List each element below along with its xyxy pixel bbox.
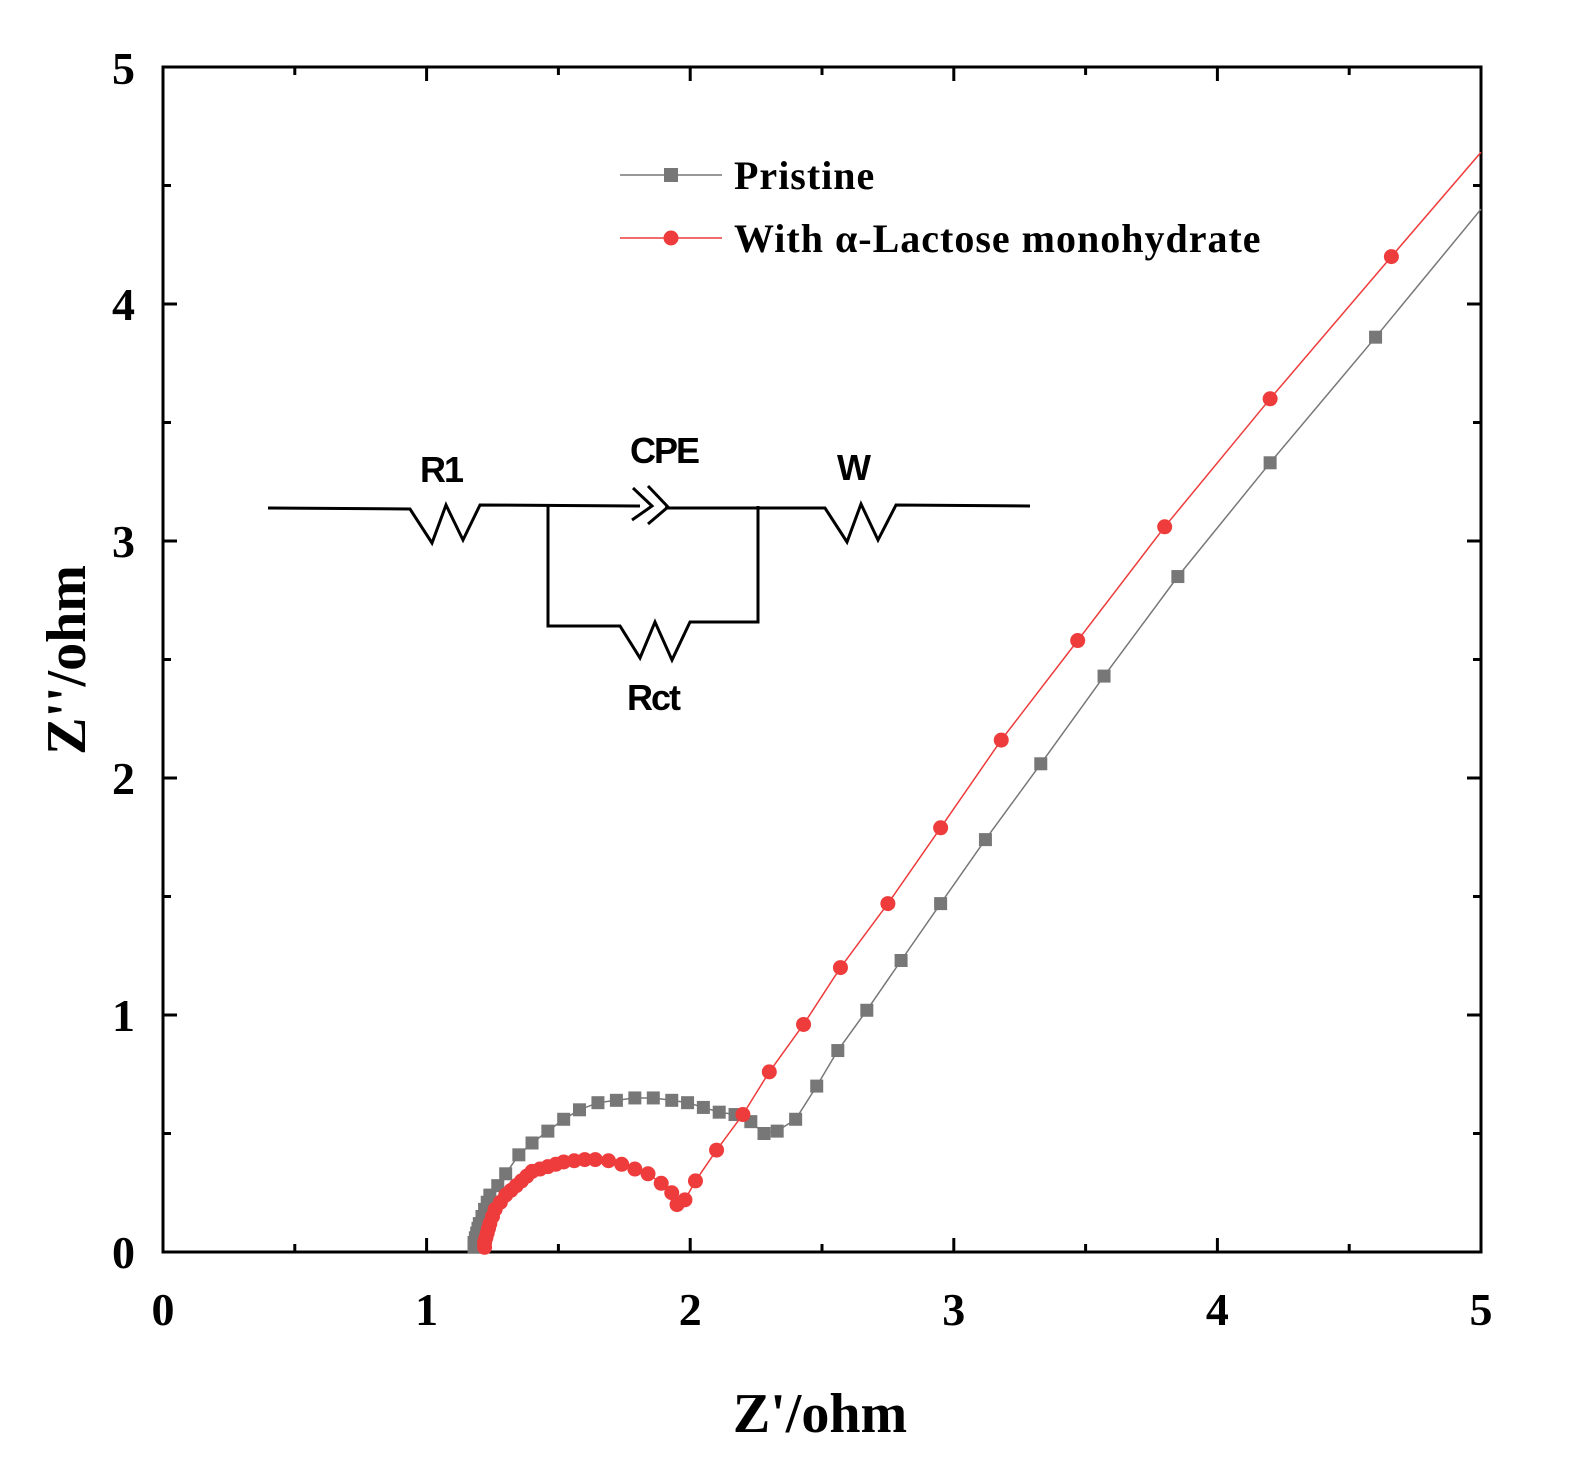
- data-point-pristine: [696, 1100, 710, 1114]
- data-point-pristine: [1369, 330, 1383, 344]
- data-point-lactose: [664, 1185, 680, 1201]
- y-tick-label: 5: [112, 43, 135, 94]
- y-tick-label: 2: [112, 753, 135, 804]
- data-point-pristine: [591, 1096, 605, 1110]
- x-tick-label: 1: [415, 1284, 438, 1335]
- data-point-pristine: [609, 1093, 623, 1107]
- y-tick-label: 3: [112, 516, 135, 567]
- data-point-lactose: [640, 1166, 656, 1182]
- legend-label-lactose: With α-Lactose monohydrate: [734, 216, 1262, 261]
- data-point-pristine: [557, 1112, 571, 1126]
- data-point-lactose: [587, 1152, 603, 1168]
- data-point-pristine: [512, 1148, 526, 1162]
- legend-marker-lactose: [663, 230, 679, 246]
- x-tick-label: 2: [679, 1284, 702, 1335]
- data-point-lactose: [614, 1156, 630, 1172]
- data-point-lactose: [653, 1175, 669, 1191]
- data-point-lactose: [735, 1107, 751, 1123]
- r1-label: R1: [420, 449, 464, 490]
- y-tick-label: 1: [112, 990, 135, 1041]
- data-point-pristine: [491, 1179, 505, 1193]
- data-point-lactose: [1157, 519, 1173, 535]
- data-point-lactose: [993, 732, 1009, 748]
- data-point-pristine: [499, 1167, 513, 1181]
- data-point-pristine: [1263, 456, 1277, 470]
- x-tick-label: 3: [942, 1284, 965, 1335]
- y-tick-labels: 0 1 2 3 4 5: [112, 43, 135, 1278]
- w-label: W: [837, 447, 871, 488]
- data-point-lactose: [796, 1016, 812, 1032]
- data-point-pristine: [1034, 757, 1048, 771]
- data-point-pristine: [665, 1093, 679, 1107]
- data-point-pristine: [860, 1003, 874, 1017]
- data-point-lactose: [687, 1173, 703, 1189]
- legend-label-pristine: Pristine: [734, 153, 875, 198]
- data-point-pristine: [712, 1105, 726, 1119]
- data-point-pristine: [572, 1103, 586, 1117]
- x-tick-label: 4: [1206, 1284, 1229, 1335]
- data-point-lactose: [627, 1161, 643, 1177]
- data-point-pristine: [789, 1112, 803, 1126]
- data-point-lactose: [761, 1064, 777, 1080]
- data-point-pristine: [894, 953, 908, 967]
- data-point-pristine: [757, 1127, 771, 1140]
- data-point-pristine: [810, 1079, 824, 1093]
- data-point-pristine: [978, 833, 992, 847]
- data-point-pristine: [831, 1044, 845, 1058]
- data-point-lactose: [1383, 249, 1399, 265]
- circuit-main-wire: [267, 501, 641, 547]
- data-point-lactose: [577, 1152, 593, 1168]
- data-point-lactose: [600, 1153, 616, 1169]
- x-tick-label: 0: [152, 1284, 175, 1335]
- data-point-lactose: [880, 896, 896, 912]
- series-line-0: [473, 208, 1482, 1248]
- x-tick-labels: 0 1 2 3 4 5: [152, 1284, 1493, 1335]
- y-axis-title: Z''/ohm: [36, 565, 98, 755]
- data-point-pristine: [1171, 570, 1185, 584]
- data-point-lactose: [1070, 633, 1086, 649]
- legend-marker-pristine: [664, 168, 678, 182]
- x-axis-title: Z'/ohm: [733, 1383, 907, 1445]
- data-point-pristine: [628, 1091, 642, 1105]
- y-tick-label: 0: [112, 1227, 135, 1278]
- y-axis-ticks: [163, 65, 1481, 1254]
- data-point-lactose: [832, 960, 848, 976]
- data-point-pristine: [646, 1091, 660, 1105]
- data-point-pristine: [934, 897, 948, 911]
- rct-label: Rct: [627, 677, 681, 718]
- data-point-pristine: [681, 1096, 695, 1110]
- data-point-pristine: [770, 1124, 784, 1138]
- equivalent-circuit-inset: [267, 484, 1031, 664]
- x-axis-ticks: [161, 67, 1483, 1252]
- circuit-wire-right: [665, 500, 1031, 546]
- data-point-lactose: [1262, 391, 1278, 407]
- rct-branch: [546, 506, 760, 664]
- data-point-lactose: [709, 1142, 725, 1158]
- data-point-lactose: [933, 820, 949, 836]
- data-point-pristine: [525, 1136, 539, 1150]
- cpe-label: CPE: [630, 430, 699, 471]
- data-point-lactose: [677, 1192, 693, 1208]
- data-point-pristine: [1097, 669, 1111, 683]
- data-point-pristine: [541, 1124, 555, 1138]
- legend: Pristine With α-Lactose monohydrate: [620, 153, 1262, 261]
- series-layer: [467, 151, 1482, 1255]
- x-tick-label: 5: [1470, 1284, 1493, 1335]
- y-tick-label: 4: [112, 279, 135, 330]
